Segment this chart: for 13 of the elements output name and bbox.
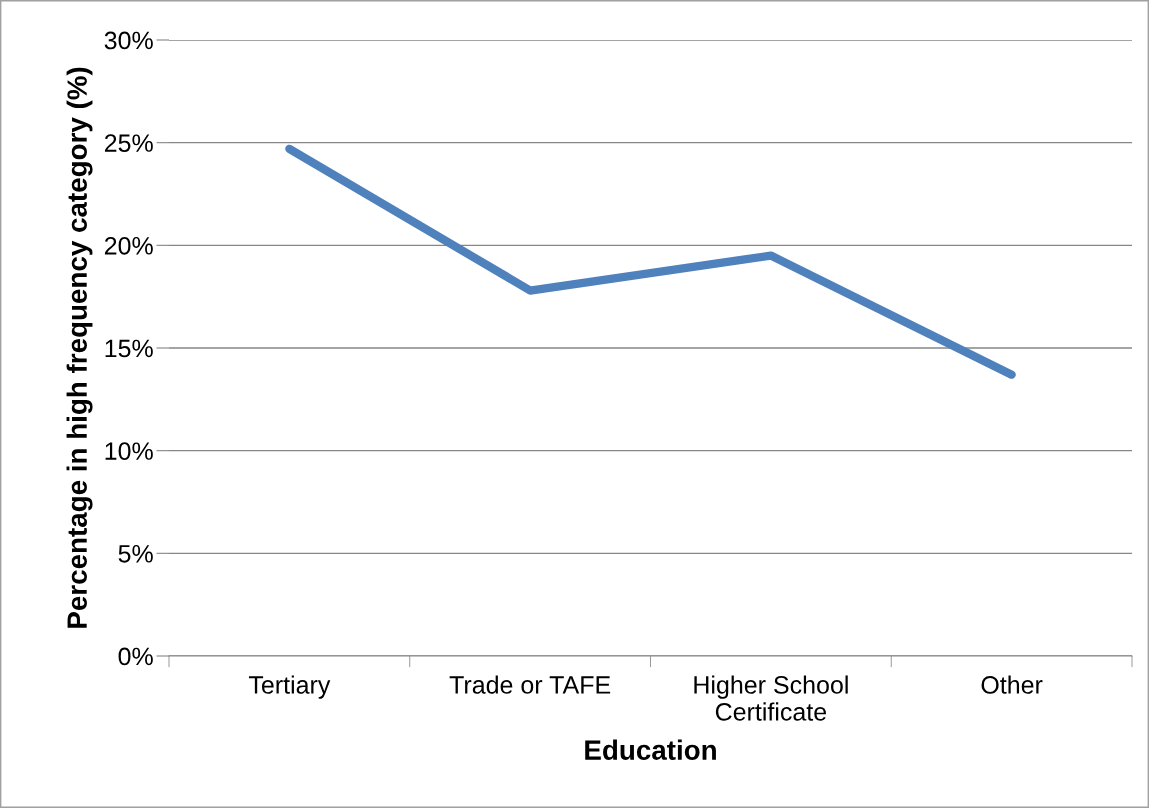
y-tick-label: 15% [105, 339, 153, 358]
x-tick-label: Other [981, 675, 1043, 694]
y-tick-label: 10% [105, 442, 153, 460]
y-tick-label: 0% [118, 647, 153, 666]
y-axis-title: Percentage in high frequency category (%) [66, 67, 93, 628]
x-tick-label: Higher School Certificate [694, 675, 848, 721]
x-tick-label: Tertiary [248, 675, 331, 699]
x-axis-title: Education [585, 739, 716, 760]
y-tick-label: 20% [104, 236, 153, 255]
y-tick-label: 5% [118, 545, 153, 563]
y-tick-label: 30% [104, 31, 153, 50]
y-tick-label: 25% [104, 134, 153, 152]
x-tick-label: Trade or TAFE [449, 675, 611, 694]
